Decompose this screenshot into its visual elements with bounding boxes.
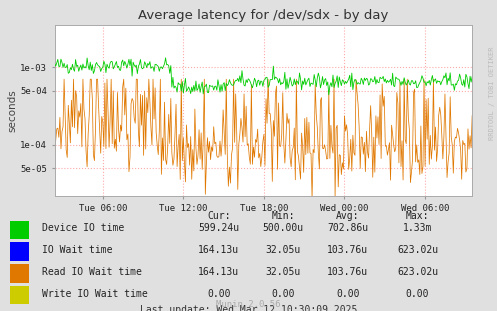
Text: Min:: Min: [271, 211, 295, 221]
FancyBboxPatch shape [10, 264, 29, 283]
Text: 32.05u: 32.05u [266, 267, 301, 277]
FancyBboxPatch shape [10, 286, 29, 304]
Text: 0.00: 0.00 [271, 289, 295, 299]
Text: 103.76u: 103.76u [328, 245, 368, 255]
Text: 0.00: 0.00 [336, 289, 360, 299]
Text: 0.00: 0.00 [406, 289, 429, 299]
Text: 623.02u: 623.02u [397, 245, 438, 255]
Text: 0.00: 0.00 [207, 289, 231, 299]
FancyBboxPatch shape [10, 221, 29, 239]
Text: 702.86u: 702.86u [328, 223, 368, 233]
Text: Read IO Wait time: Read IO Wait time [42, 267, 142, 277]
Text: RRDTOOL / TOBI OETIKER: RRDTOOL / TOBI OETIKER [489, 47, 495, 140]
Text: 623.02u: 623.02u [397, 267, 438, 277]
Text: 1.33m: 1.33m [403, 223, 432, 233]
Text: IO Wait time: IO Wait time [42, 245, 113, 255]
Text: 103.76u: 103.76u [328, 267, 368, 277]
Text: 599.24u: 599.24u [198, 223, 239, 233]
Text: 500.00u: 500.00u [263, 223, 304, 233]
Text: Avg:: Avg: [336, 211, 360, 221]
Text: Device IO time: Device IO time [42, 223, 124, 233]
Text: 164.13u: 164.13u [198, 245, 239, 255]
Text: 164.13u: 164.13u [198, 267, 239, 277]
Text: Last update: Wed Mar 12 10:30:09 2025: Last update: Wed Mar 12 10:30:09 2025 [140, 305, 357, 311]
Text: Munin 2.0.56: Munin 2.0.56 [216, 300, 281, 309]
FancyBboxPatch shape [10, 243, 29, 261]
Text: Max:: Max: [406, 211, 429, 221]
Text: Write IO Wait time: Write IO Wait time [42, 289, 148, 299]
Text: 32.05u: 32.05u [266, 245, 301, 255]
Text: Cur:: Cur: [207, 211, 231, 221]
Y-axis label: seconds: seconds [7, 89, 17, 132]
Title: Average latency for /dev/sdx - by day: Average latency for /dev/sdx - by day [138, 9, 389, 22]
